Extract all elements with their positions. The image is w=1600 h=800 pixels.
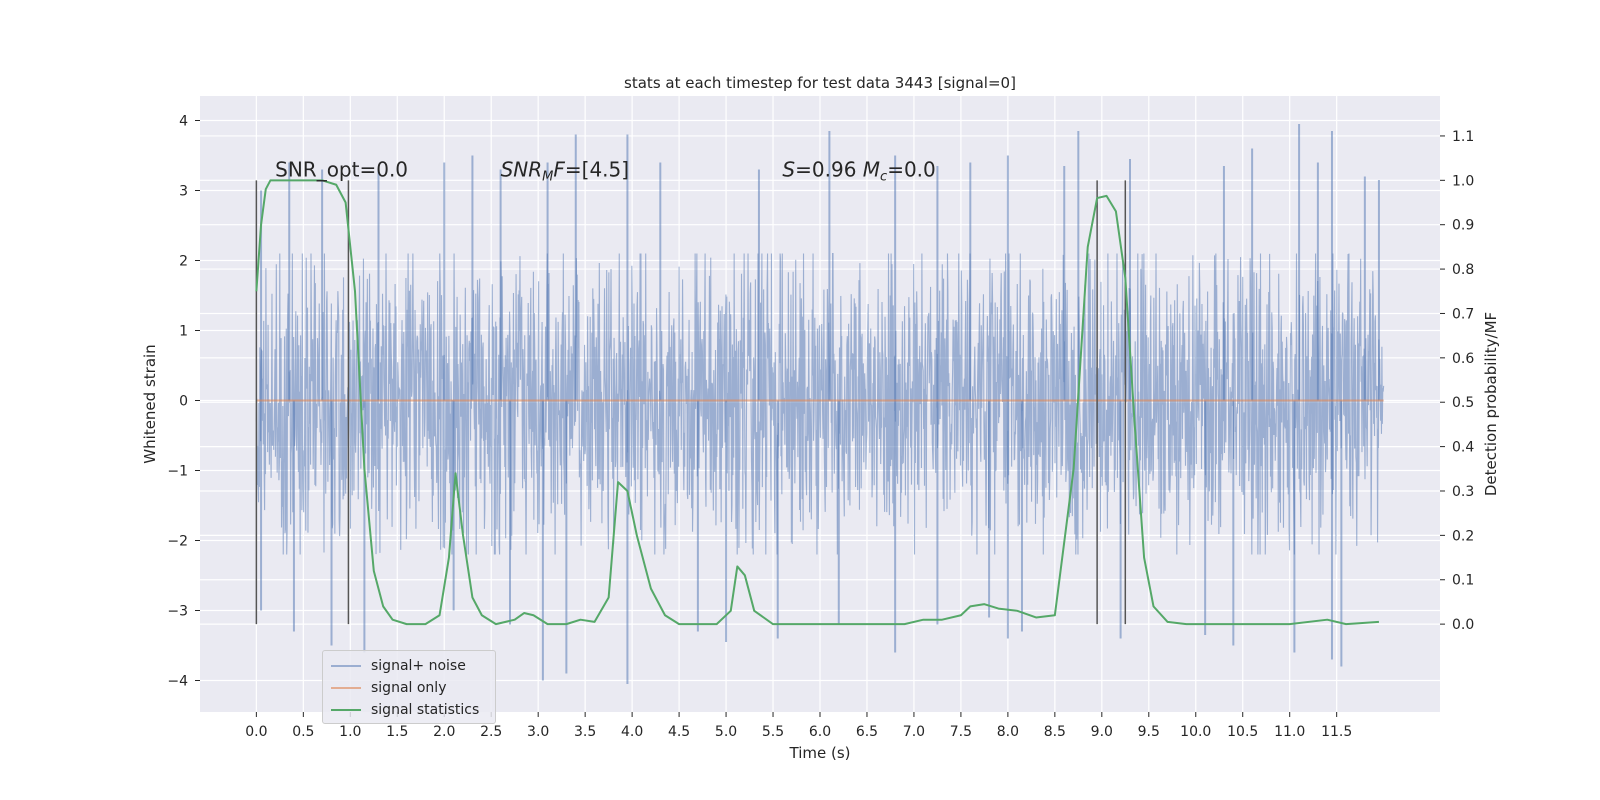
x-tick-label: 3.0 <box>527 724 549 740</box>
annotation-text: SNRMF=[4.5] <box>501 158 629 185</box>
noise-trace <box>255 252 1385 555</box>
legend-item-signal-only: signal only <box>331 677 487 699</box>
x-tick-label: 9.0 <box>1091 724 1113 740</box>
y2-tick-label: 0.6 <box>1452 351 1474 367</box>
y2-tick-label: 1.0 <box>1452 173 1474 189</box>
x-tick-label: 2.5 <box>480 724 502 740</box>
y-axis-label: Whitened strain <box>141 344 159 463</box>
x-tick-label: 3.5 <box>574 724 596 740</box>
y2-tick-label: 0.5 <box>1452 395 1474 411</box>
x-axis-ticks: 0.0 0.5 1.0 1.5 2.0 2.5 3.0 3.5 4.0 4.5 5.0 5.5 6.0 6… <box>245 712 1352 740</box>
x-tick-label: 5.5 <box>762 724 784 740</box>
y2-tick-label: 0.1 <box>1452 573 1474 589</box>
y-tick-label: −1 <box>167 464 188 480</box>
series-signal-noise <box>255 124 1385 684</box>
legend-swatch-signal-noise <box>331 665 361 667</box>
legend-label: signal only <box>371 680 447 696</box>
y-tick-label: −3 <box>167 604 188 620</box>
annotations: SNR_opt=0.0 SNRMF=[4.5] S=0.96 Mc=0.0 <box>275 158 936 185</box>
x-tick-label: 9.5 <box>1138 724 1160 740</box>
y2-tick-label: 0.7 <box>1452 306 1474 322</box>
legend-label: signal+ noise <box>371 658 466 674</box>
y-tick-label: 3 <box>179 184 188 200</box>
y2-tick-label: 0.3 <box>1452 484 1474 500</box>
series-signal-statistics <box>255 179 1380 626</box>
x-tick-label: 11.5 <box>1321 724 1352 740</box>
x-tick-label: 11.0 <box>1274 724 1305 740</box>
x-tick-label: 8.5 <box>1044 724 1066 740</box>
y-tick-label: −2 <box>167 534 188 550</box>
x-tick-label: 7.0 <box>903 724 925 740</box>
y-tick-label: 1 <box>179 324 188 340</box>
legend-label: signal statistics <box>371 702 480 718</box>
legend-swatch-signal-statistics <box>331 709 361 711</box>
x-tick-label: 2.0 <box>433 724 455 740</box>
x-tick-label: 6.5 <box>856 724 878 740</box>
y2-axis-ticks: 1.1 1.0 0.9 0.8 0.7 0.6 0.5 0.4 0.3 0.2 0.1 0.0 <box>1440 129 1474 633</box>
x-tick-label: 1.0 <box>339 724 361 740</box>
annotation-text: SNR_opt=0.0 <box>275 158 408 182</box>
y-tick-label: 2 <box>179 254 188 270</box>
vertical-markers <box>255 180 1127 625</box>
y2-tick-label: 0.4 <box>1452 440 1474 456</box>
legend: signal+ noise signal only signal statist… <box>322 650 496 724</box>
x-tick-label: 6.0 <box>809 724 831 740</box>
statistics-line <box>255 179 1380 626</box>
annotation-text: S=0.96 Mc=0.0 <box>782 158 935 185</box>
chart-title: stats at each timestep for test data 344… <box>624 74 1016 92</box>
y-tick-label: −4 <box>167 674 188 690</box>
y2-tick-label: 1.1 <box>1452 129 1474 145</box>
x-tick-label: 8.0 <box>997 724 1019 740</box>
legend-item-signal-noise: signal+ noise <box>331 655 487 677</box>
x-tick-label: 4.5 <box>668 724 690 740</box>
x-axis-label: Time (s) <box>789 744 851 762</box>
y2-tick-label: 0.9 <box>1452 218 1474 234</box>
x-tick-label: 7.5 <box>950 724 972 740</box>
y2-tick-label: 0.0 <box>1452 617 1474 633</box>
y2-tick-label: 0.8 <box>1452 262 1474 278</box>
y-tick-label: 4 <box>179 114 188 130</box>
x-tick-label: 1.5 <box>386 724 408 740</box>
y-axis-ticks: 4 3 2 1 0 −1 −2 −3 −4 <box>167 114 200 690</box>
y2-axis-label: Detection probability/MF <box>1482 312 1500 496</box>
legend-item-signal-statistics: signal statistics <box>331 699 487 721</box>
y-tick-label: 0 <box>179 394 188 410</box>
x-tick-label: 5.0 <box>715 724 737 740</box>
x-tick-label: 0.5 <box>292 724 314 740</box>
x-tick-label: 4.0 <box>621 724 643 740</box>
legend-swatch-signal-only <box>331 687 361 689</box>
y2-tick-label: 0.2 <box>1452 528 1474 544</box>
x-tick-label: 0.0 <box>245 724 267 740</box>
x-tick-label: 10.5 <box>1227 724 1258 740</box>
x-tick-label: 10.0 <box>1180 724 1211 740</box>
